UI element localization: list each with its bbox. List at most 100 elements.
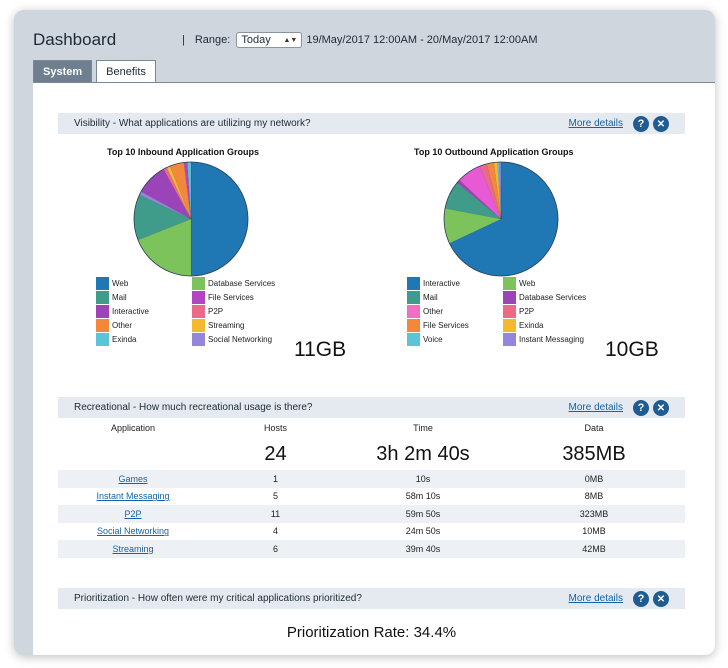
inbound-legend-item: Database Services bbox=[192, 277, 275, 290]
legend-swatch bbox=[96, 291, 109, 304]
hosts-cell: 4 bbox=[272, 526, 278, 537]
prioritization-rate: Prioritization Rate: 34.4% bbox=[286, 624, 457, 641]
prioritization-panel-header: Prioritization - How often were my criti… bbox=[58, 588, 685, 609]
legend-label: Interactive bbox=[423, 279, 460, 288]
legend-swatch bbox=[503, 333, 516, 346]
help-icon[interactable]: ? bbox=[633, 400, 649, 416]
legend-swatch bbox=[96, 333, 109, 346]
legend-swatch bbox=[192, 277, 205, 290]
legend-label: Other bbox=[423, 307, 444, 316]
table-row: Social Networking 4 24m 50s 10MB bbox=[58, 523, 685, 541]
inbound-legend-item: Streaming bbox=[192, 319, 244, 332]
outbound-legend-item: Instant Messaging bbox=[503, 333, 584, 346]
recreational-table: Application Hosts Time Data 24 3h 2m 40s… bbox=[58, 418, 685, 558]
outbound-legend-item: Mail bbox=[407, 291, 438, 304]
column-header-time: Time bbox=[413, 423, 433, 433]
app-cell: P2P bbox=[58, 505, 208, 523]
outbound-legend-item: Other bbox=[407, 305, 443, 318]
tab-benefits[interactable]: Benefits bbox=[96, 60, 156, 83]
legend-swatch bbox=[503, 305, 516, 318]
app-link-games[interactable]: Games bbox=[118, 473, 148, 484]
visibility-header-text: Visibility - What applications are utili… bbox=[74, 118, 311, 129]
app-cell: Streaming bbox=[58, 540, 208, 558]
totals-row: 24 3h 2m 40s 385MB bbox=[58, 438, 685, 470]
app-cell: Social Networking bbox=[58, 523, 208, 541]
legend-swatch bbox=[192, 291, 205, 304]
range-select[interactable]: Today ▲▼ bbox=[236, 32, 303, 48]
outbound-legend-item: Database Services bbox=[503, 291, 586, 304]
app-link-social-networking[interactable]: Social Networking bbox=[96, 526, 170, 537]
totals-application bbox=[58, 438, 208, 470]
legend-swatch bbox=[96, 319, 109, 332]
legend-label: P2P bbox=[208, 307, 224, 316]
app-cell: Instant Messaging bbox=[58, 488, 208, 506]
recreational-more-details-link[interactable]: More details bbox=[568, 402, 623, 413]
outbound-chart-title: Top 10 Outbound Application Groups bbox=[414, 147, 574, 157]
legend-swatch bbox=[407, 319, 420, 332]
prioritization-more-details-link[interactable]: More details bbox=[568, 593, 623, 604]
prioritization-header-text: Prioritization - How often were my criti… bbox=[74, 593, 362, 604]
range-label: Range: bbox=[194, 34, 231, 46]
inbound-legend-item: Interactive bbox=[96, 305, 149, 318]
table-header-row: Application Hosts Time Data bbox=[58, 418, 685, 438]
legend-swatch bbox=[407, 277, 420, 290]
app-link-streaming[interactable]: Streaming bbox=[112, 543, 154, 554]
data-cell: 8MB bbox=[584, 491, 604, 502]
legend-label: Social Networking bbox=[208, 335, 273, 344]
prioritization-panel: Prioritization - How often were my criti… bbox=[58, 588, 685, 655]
help-icon[interactable]: ? bbox=[633, 116, 649, 132]
app-link-p2p[interactable]: P2P bbox=[124, 508, 142, 519]
page-title: Dashboard bbox=[33, 30, 117, 49]
inbound-legend-item: Social Networking bbox=[192, 333, 272, 346]
visibility-panel: Visibility - What applications are utili… bbox=[58, 113, 685, 373]
visibility-more-details-link[interactable]: More details bbox=[568, 118, 623, 129]
recreational-panel-header: Recreational - How much recreational usa… bbox=[58, 397, 685, 418]
table-row: Streaming 6 39m 40s 42MB bbox=[58, 540, 685, 558]
legend-swatch bbox=[503, 319, 516, 332]
column-header-data: Data bbox=[584, 423, 604, 433]
inbound-slice-web bbox=[190, 161, 249, 277]
legend-swatch bbox=[192, 319, 205, 332]
outbound-legend: Interactive Mail Other File Services Voice We… bbox=[407, 277, 607, 347]
visibility-panel-header: Visibility - What applications are utili… bbox=[58, 113, 685, 134]
hosts-cell: 6 bbox=[208, 540, 343, 558]
app-cell: Games bbox=[58, 470, 208, 488]
legend-label: Mail bbox=[423, 293, 438, 302]
close-icon[interactable]: ✕ bbox=[653, 591, 669, 607]
data-cell: 42MB bbox=[503, 540, 685, 558]
legend-label: Database Services bbox=[519, 293, 587, 302]
tab-bar: System Benefits bbox=[33, 60, 160, 83]
close-icon[interactable]: ✕ bbox=[653, 400, 669, 416]
inbound-pie-outline bbox=[133, 161, 249, 277]
select-arrows-icon: ▲▼ bbox=[283, 36, 298, 44]
app-link-instant-messaging[interactable]: Instant Messaging bbox=[96, 491, 170, 502]
close-icon[interactable]: ✕ bbox=[653, 116, 669, 132]
legend-swatch bbox=[503, 277, 516, 290]
legend-label: Exinda bbox=[519, 321, 544, 330]
legend-label: Mail bbox=[112, 293, 127, 302]
header-bar: Dashboard | Range: Today ▲▼ 19/May/2017 … bbox=[14, 10, 715, 60]
tab-system[interactable]: System bbox=[33, 60, 93, 82]
time-cell: 24m 50s bbox=[405, 526, 441, 537]
outbound-pie-outline bbox=[443, 161, 559, 277]
hosts-cell: 5 bbox=[272, 491, 278, 502]
header-separator: | bbox=[182, 34, 185, 46]
legend-label: Other bbox=[112, 321, 133, 330]
outbound-legend-item: Voice bbox=[407, 333, 443, 346]
data-cell: 0MB bbox=[503, 470, 685, 488]
help-icon[interactable]: ? bbox=[633, 591, 649, 607]
legend-label: Instant Messaging bbox=[519, 335, 584, 344]
legend-label: Web bbox=[112, 279, 129, 288]
dashboard-window: Dashboard | Range: Today ▲▼ 19/May/2017 … bbox=[14, 10, 715, 655]
outbound-legend-item: Exinda bbox=[503, 319, 543, 332]
legend-swatch bbox=[503, 291, 516, 304]
totals-time: 3h 2m 40s bbox=[376, 442, 470, 465]
legend-swatch bbox=[96, 305, 109, 318]
time-cell: 39m 40s bbox=[343, 540, 503, 558]
legend-swatch bbox=[192, 333, 205, 346]
outbound-total: 10GB bbox=[605, 338, 659, 361]
legend-swatch bbox=[407, 291, 420, 304]
hosts-cell: 1 bbox=[208, 470, 343, 488]
legend-label: File Services bbox=[208, 293, 254, 302]
time-cell: 58m 10s bbox=[405, 491, 441, 502]
